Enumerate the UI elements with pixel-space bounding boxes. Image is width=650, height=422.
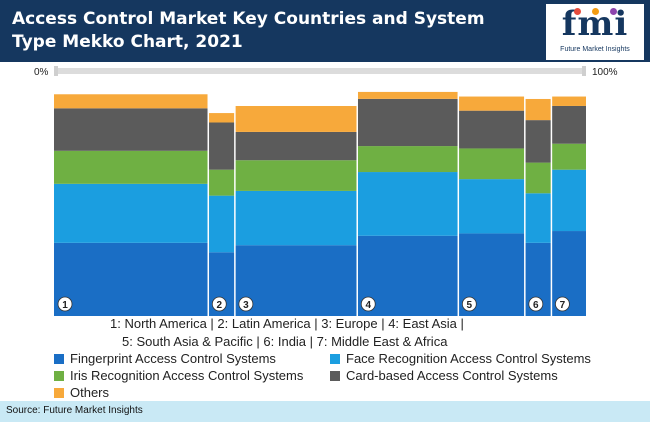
mekko-column-gap-7 [551,80,586,97]
mekko-segment-4-5 [357,91,459,99]
header-banner: Access Control Market Key Countries and … [0,0,650,62]
fmi-logo: fmi Future Market Insights [546,4,644,60]
x-axis-bar [54,68,586,74]
mekko-segment-3-5 [234,105,358,132]
legend-item-others: Others [54,385,109,400]
legend-swatch [54,354,64,364]
axis-label-left: 0% [34,67,49,78]
mekko-segment-5-5 [458,96,525,111]
mekko-column-gap-3 [234,80,358,106]
legend-swatch [330,354,340,364]
mekko-segment-5-3 [458,148,525,180]
mekko-segment-2-5 [208,113,235,123]
mekko-segment-7-4 [551,105,586,144]
mekko-segment-3-1 [234,245,358,316]
mekko-segment-3-2 [234,190,358,246]
mekko-segment-3-3 [234,160,358,191]
mekko-segment-6-5 [524,98,552,121]
source-text: Source: Future Market Insights [6,405,143,416]
mekko-segment-2-3 [208,169,235,196]
mekko-segment-6-4 [524,120,552,163]
column-badge-3 [238,296,254,312]
mekko-segment-6-3 [524,162,552,194]
mekko-column-gap-1 [54,80,209,95]
legend-swatch [330,371,340,381]
logo-dot-icon [574,8,581,15]
logo-dot-icon [610,8,617,15]
mekko-segment-1-3 [54,150,209,184]
column-badge-label-5: 5 [467,300,473,311]
mekko-segment-1-1 [54,242,209,316]
logo-subtitle: Future Market Insights [560,46,630,53]
legend-label: Face Recognition Access Control Systems [346,351,591,366]
x-axis-tick-end [582,66,586,76]
column-badge-1 [57,296,73,312]
mekko-column-gap-4 [357,80,459,92]
mekko-segment-6-2 [524,193,552,243]
mekko-segment-7-2 [551,169,586,232]
column-badge-4 [360,296,376,312]
column-badge-label-7: 7 [560,300,566,311]
mekko-segment-4-2 [357,172,459,236]
column-badge-label-3: 3 [243,300,249,311]
mekko-segment-1-4 [54,108,209,151]
column-badge-5 [461,296,477,312]
mekko-segment-7-5 [551,96,586,106]
column-badge-label-6: 6 [533,300,539,311]
mekko-segment-2-2 [208,195,235,253]
x-axis-tick-start [54,66,58,76]
mekko-segment-4-4 [357,98,459,147]
mekko-column-gap-5 [458,80,525,97]
legend-item-fingerprint: Fingerprint Access Control Systems [54,351,276,366]
mekko-segment-5-4 [458,110,525,149]
legend-label: Iris Recognition Access Control Systems [70,368,304,383]
legend-item-iris: Iris Recognition Access Control Systems [54,368,303,383]
mekko-column-gap-2 [208,80,235,114]
chart-title: Access Control Market Key Countries and … [12,9,485,52]
legend-item-card: Card-based Access Control Systems [330,368,558,383]
mekko-segment-1-5 [54,94,209,109]
legend-swatch [54,388,64,398]
region-legend-row-1: 1: North America | 2: Latin America | 3:… [110,316,464,331]
column-badge-label-1: 1 [62,300,68,311]
logo-dot-icon [592,8,599,15]
legend-item-face: Face Recognition Access Control Systems [330,351,591,366]
footer-bar: Source: Future Market Insights [0,401,650,422]
column-badge-label-2: 2 [216,300,222,311]
legend-label: Fingerprint Access Control Systems [70,351,276,366]
region-legend-row-2: 5: South Asia & Pacific | 6: India | 7: … [122,334,448,349]
mekko-segment-7-3 [551,143,586,170]
mekko-segment-4-3 [357,146,459,173]
axis-label-right: 100% [592,67,618,78]
mekko-column-gap-6 [524,80,552,99]
column-badge-7 [555,296,570,312]
mekko-segment-3-4 [234,131,358,161]
legend-label: Others [70,385,110,400]
mekko-segment-1-2 [54,183,209,243]
legend-swatch [54,371,64,381]
mekko-segment-2-4 [208,122,235,170]
column-badge-label-4: 4 [365,300,371,311]
mekko-segment-5-2 [458,179,525,234]
legend-label: Card-based Access Control Systems [346,368,558,383]
column-badge-2 [211,296,227,312]
column-badge-6 [528,296,544,312]
